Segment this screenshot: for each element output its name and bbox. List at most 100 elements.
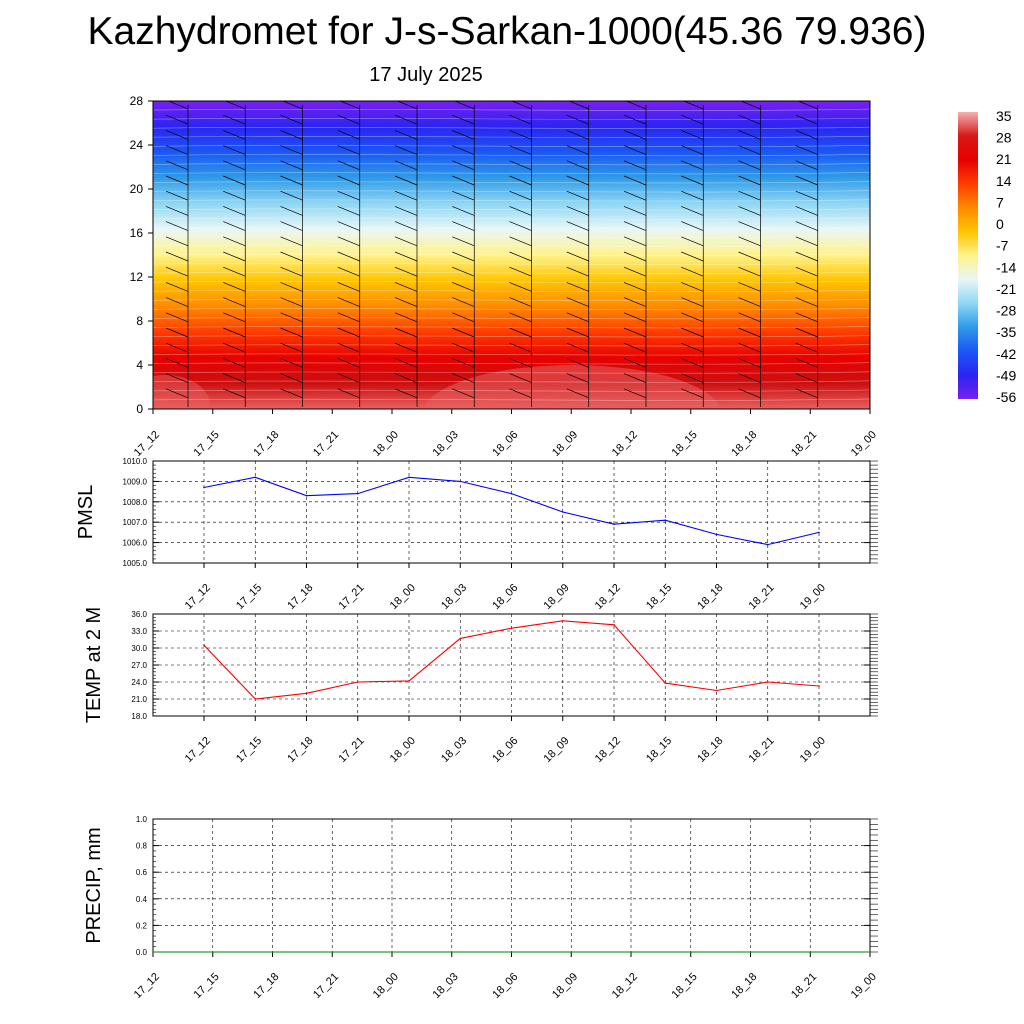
wind-barb <box>280 373 303 383</box>
wind-barb <box>738 358 761 368</box>
colorbar-label: -21 <box>996 281 1016 297</box>
wind-barb <box>165 266 189 277</box>
wind-barb <box>738 342 761 353</box>
wind-barb <box>223 206 246 216</box>
wind-barb <box>681 297 704 307</box>
wind-barb <box>223 312 246 323</box>
wind-barb <box>681 236 704 247</box>
wind-barb <box>223 251 246 262</box>
x-tick-label-precip: 17_15 <box>192 971 222 1001</box>
contour-line <box>153 362 870 365</box>
contour-line <box>153 108 870 111</box>
wind-barb <box>337 175 360 186</box>
wind-barb <box>394 160 418 171</box>
wind-barb <box>795 251 818 262</box>
wind-barb <box>623 373 647 383</box>
y-tick-label-precip: 1.0 <box>136 815 148 824</box>
contour-line <box>153 172 870 175</box>
data-point-pmsl <box>408 476 410 479</box>
data-point-temp-2m <box>510 627 513 629</box>
data-point-precip <box>869 951 871 953</box>
wind-barb <box>566 282 589 292</box>
wind-barb <box>566 190 589 201</box>
x-tick-label-temp-2m: 18_18 <box>695 735 725 765</box>
data-point-temp-2m <box>613 623 615 626</box>
wind-barb <box>452 312 475 323</box>
wind-barb <box>394 358 418 368</box>
contour-line <box>153 271 870 274</box>
contour-line <box>153 298 870 302</box>
wind-barb <box>223 236 246 247</box>
wind-barb <box>795 327 818 338</box>
wind-barb <box>337 221 360 231</box>
wind-barb <box>337 297 360 307</box>
wind-barb <box>280 190 303 201</box>
wind-barb <box>738 373 761 383</box>
wind-barb <box>795 342 818 353</box>
wind-barb <box>337 236 360 247</box>
x-tick-label-temp-2m: 17_18 <box>285 735 315 765</box>
wind-barb <box>566 175 589 186</box>
x-tick-label-precip: 18_12 <box>610 971 640 1001</box>
wind-barb <box>681 175 704 186</box>
wind-barb <box>681 358 704 368</box>
y-tick-label-precip: 0.2 <box>136 921 148 930</box>
wind-barb <box>394 130 418 140</box>
wind-barb <box>738 160 761 171</box>
wind-barb <box>681 388 704 399</box>
y-tick-label-pmsl: 1005.0 <box>123 559 148 568</box>
data-point-temp-2m <box>715 689 718 692</box>
wind-barb <box>223 373 246 383</box>
colorbar <box>958 112 978 399</box>
wind-barb <box>738 145 761 155</box>
wind-barb <box>795 160 818 171</box>
data-point-precip <box>749 951 752 953</box>
wind-barb <box>795 312 818 323</box>
data-point-precip <box>630 951 632 953</box>
wind-barb <box>681 206 704 216</box>
wind-barb <box>337 266 360 277</box>
wind-barb <box>452 175 475 186</box>
wind-barb <box>681 266 704 277</box>
x-tick-label-temp-2m: 17_12 <box>183 735 213 765</box>
wind-barb <box>623 145 647 155</box>
wind-barb <box>165 190 189 201</box>
contour-line <box>153 317 870 320</box>
wind-barb <box>394 282 418 292</box>
wind-barb <box>394 312 418 323</box>
data-point-pmsl <box>203 486 205 489</box>
contour-line <box>153 144 870 148</box>
wind-barb <box>738 388 761 399</box>
y-tick-label-precip: 0.4 <box>136 895 148 904</box>
wind-barb <box>509 342 532 353</box>
x-tick-label-pmsl: 18_21 <box>747 582 777 612</box>
wind-barb <box>280 206 303 216</box>
colorbar-label: -42 <box>996 346 1016 362</box>
wind-barb <box>681 114 704 125</box>
wind-barb <box>623 190 647 201</box>
x-tick-label-pmsl: 18_09 <box>542 582 572 612</box>
data-point-temp-2m <box>408 680 410 682</box>
y-tick-label-precip: 0.0 <box>136 948 148 957</box>
wind-barb <box>738 236 761 247</box>
wind-barb <box>738 266 761 277</box>
x-tick-label-pmsl: 17_12 <box>183 582 213 612</box>
wind-barb <box>452 160 475 171</box>
wind-barb <box>566 312 589 323</box>
wind-barb <box>566 251 589 262</box>
wind-barb <box>394 327 418 338</box>
chart-subtitle: 17 July 2025 <box>369 64 483 86</box>
y-tick-label-temp-2m: 33.0 <box>131 627 147 636</box>
wind-barb <box>165 312 189 323</box>
x-tick-label-pmsl: 17_15 <box>234 582 264 612</box>
y-tick-label-pmsl: 1007.0 <box>123 518 148 527</box>
contour-line <box>153 217 870 220</box>
wind-barb <box>280 327 303 338</box>
wind-barb <box>452 206 475 216</box>
data-point-temp-2m <box>203 644 205 646</box>
contour-line <box>153 154 870 157</box>
wind-barb <box>509 312 532 323</box>
data-point-temp-2m <box>356 681 359 683</box>
wind-barb <box>394 114 418 125</box>
wind-barb <box>337 342 360 353</box>
